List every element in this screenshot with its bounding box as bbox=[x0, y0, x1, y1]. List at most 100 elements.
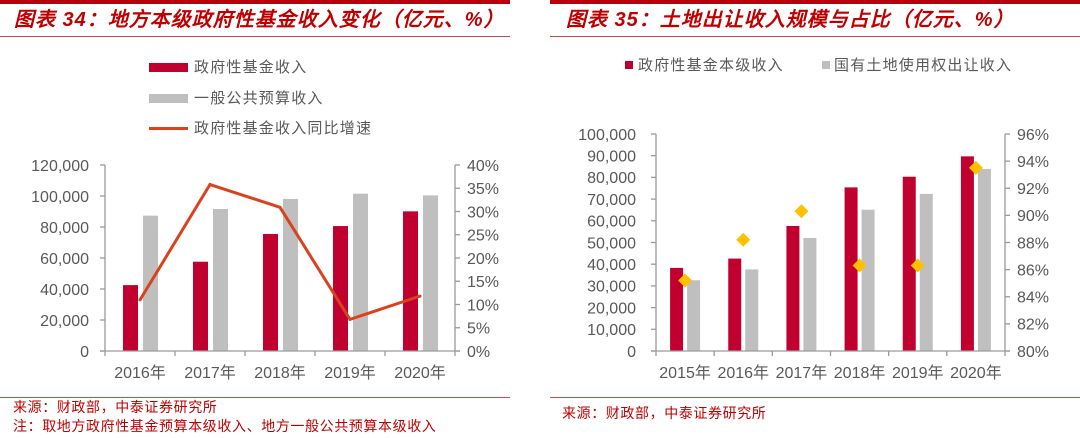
bar-grey-2015年 bbox=[687, 280, 701, 351]
share-diamond-marker-2020年 bbox=[968, 160, 983, 175]
right-tick-label: 30% bbox=[467, 204, 499, 221]
x-tick-label: 2020年 bbox=[950, 364, 1002, 382]
right-tick-label: 86% bbox=[1017, 262, 1049, 279]
share-diamond-marker-2017年 bbox=[794, 204, 809, 219]
header-thin-rule bbox=[0, 36, 510, 37]
left-tick-label: 0 bbox=[627, 344, 636, 361]
footer-rule bbox=[0, 397, 510, 398]
right-tick-label: 88% bbox=[1017, 235, 1049, 252]
right-tick-label: 84% bbox=[1017, 290, 1049, 307]
bar-red-2018年 bbox=[263, 233, 278, 351]
left-tick-label: 40,000 bbox=[587, 257, 636, 274]
chart-35-plot: 0 10,000 20,000 30,000 40,000 50,000 60,000 70,… bbox=[578, 127, 1049, 382]
x-tick-label: 2017年 bbox=[184, 364, 236, 382]
x-tick-label: 2020年 bbox=[394, 364, 446, 382]
bar-grey-2019年 bbox=[919, 193, 933, 351]
bar-grey-2020年 bbox=[977, 168, 991, 351]
header-thin-rule bbox=[550, 36, 1080, 37]
legend-label-fund-own-level: 政府性基金本级收入 bbox=[638, 56, 784, 74]
x-tick-label: 2016年 bbox=[717, 364, 769, 382]
left-tick-label: 10,000 bbox=[587, 322, 636, 339]
right-tick-label: 15% bbox=[467, 274, 499, 291]
legend-swatch-general-budget bbox=[149, 94, 188, 103]
chart-35-title: 图表 35：土地出让收入规模与占比（亿元、%） bbox=[566, 9, 1015, 31]
bar-grey-2017年 bbox=[803, 237, 817, 351]
growth-rate-point-2018年 bbox=[278, 205, 282, 209]
share-diamond-marker-2015年 bbox=[678, 273, 693, 288]
right-tick-label: 40% bbox=[467, 158, 499, 175]
right-tick-label: 92% bbox=[1017, 181, 1049, 198]
legend-swatch-government-fund bbox=[149, 63, 188, 72]
bar-grey-2016年 bbox=[745, 269, 759, 351]
x-tick-label: 2018年 bbox=[254, 364, 306, 382]
chart-35-source: 来源：财政部，中泰证券研究所 bbox=[562, 406, 767, 422]
x-tick-label: 2018年 bbox=[834, 364, 886, 382]
legend-label-growth: 政府性基金收入同比增速 bbox=[194, 119, 373, 137]
left-tick-label: 40,000 bbox=[40, 282, 89, 299]
legend-label-general-budget: 一般公共预算收入 bbox=[194, 89, 324, 107]
x-tick-label: 2017年 bbox=[776, 364, 828, 382]
growth-rate-point-2020年 bbox=[418, 294, 422, 298]
x-tick-label: 2019年 bbox=[324, 364, 376, 382]
bar-red-2016年 bbox=[123, 285, 138, 351]
left-tick-label: 80,000 bbox=[40, 220, 89, 237]
bar-red-2020年 bbox=[960, 156, 974, 351]
share-diamond-marker-2019年 bbox=[910, 258, 925, 273]
chart-34-source: 来源：财政部，中泰证券研究所 bbox=[13, 400, 218, 416]
left-tick-label: 70,000 bbox=[587, 192, 636, 209]
right-tick-label: 96% bbox=[1017, 127, 1049, 144]
left-tick-label: 20,000 bbox=[587, 300, 636, 317]
right-tick-label: 80% bbox=[1017, 344, 1049, 361]
right-tick-label: 0% bbox=[467, 344, 490, 361]
left-tick-label: 20,000 bbox=[40, 313, 89, 330]
bar-grey-2017年 bbox=[213, 209, 228, 351]
bar-grey-2018年 bbox=[861, 209, 875, 351]
right-tick-label: 82% bbox=[1017, 317, 1049, 334]
bar-red-2019年 bbox=[333, 226, 348, 351]
header-thick-rule bbox=[550, 0, 1080, 4]
bar-red-2015年 bbox=[670, 267, 684, 351]
chart-34-plot: 0 20,000 40,000 60,000 80,000 100,000 120,000 0… bbox=[31, 158, 499, 382]
legend-swatch-fund-own-level bbox=[625, 61, 633, 69]
left-tick-label: 60,000 bbox=[40, 251, 89, 268]
bar-red-2017年 bbox=[786, 226, 800, 351]
bar-red-2017年 bbox=[193, 261, 208, 351]
left-tick-label: 30,000 bbox=[587, 279, 636, 296]
bar-red-2019年 bbox=[902, 176, 916, 351]
left-tick-label: 120,000 bbox=[31, 158, 89, 175]
left-tick-label: 100,000 bbox=[31, 189, 89, 206]
growth-rate-line bbox=[138, 182, 421, 322]
chart-34-note: 注：取地方政府性基金预算本级收入、地方一般公共预算本级收入 bbox=[13, 419, 437, 435]
legend-label-land-transfer: 国有土地使用权出让收入 bbox=[834, 56, 1013, 74]
right-tick-label: 35% bbox=[467, 181, 499, 198]
share-diamond-marker-2016年 bbox=[736, 232, 751, 247]
right-tick-label: 10% bbox=[467, 297, 499, 314]
right-tick-label: 90% bbox=[1017, 208, 1049, 225]
bar-red-2020年 bbox=[403, 211, 418, 351]
left-tick-label: 50,000 bbox=[587, 235, 636, 252]
legend-swatch-growth-line bbox=[149, 127, 188, 130]
left-tick-label: 90,000 bbox=[587, 148, 636, 165]
x-tick-label: 2015年 bbox=[659, 364, 711, 382]
bar-red-2016年 bbox=[728, 258, 742, 351]
legend-swatch-land-transfer bbox=[822, 61, 830, 69]
left-tick-label: 0 bbox=[80, 344, 89, 361]
growth-rate-point-2016年 bbox=[138, 298, 142, 302]
bar-grey-2020年 bbox=[423, 195, 438, 351]
footer-rule bbox=[550, 397, 1080, 398]
bar-grey-2018年 bbox=[283, 198, 298, 351]
chart-34-title: 图表 34：地方本级政府性基金收入变化（亿元、%） bbox=[14, 9, 505, 31]
growth-rate-point-2019年 bbox=[348, 317, 352, 321]
bar-red-2018年 bbox=[844, 187, 858, 351]
bar-grey-2019年 bbox=[353, 193, 368, 351]
right-tick-label: 5% bbox=[467, 321, 490, 338]
right-tick-label: 20% bbox=[467, 251, 499, 268]
left-tick-label: 100,000 bbox=[578, 127, 636, 144]
x-tick-label: 2019年 bbox=[892, 364, 944, 382]
growth-rate-point-2017年 bbox=[208, 183, 212, 187]
right-tick-label: 25% bbox=[467, 228, 499, 245]
left-tick-label: 60,000 bbox=[587, 214, 636, 231]
x-tick-label: 2016年 bbox=[114, 364, 166, 382]
right-tick-label: 94% bbox=[1017, 154, 1049, 171]
left-tick-label: 80,000 bbox=[587, 170, 636, 187]
